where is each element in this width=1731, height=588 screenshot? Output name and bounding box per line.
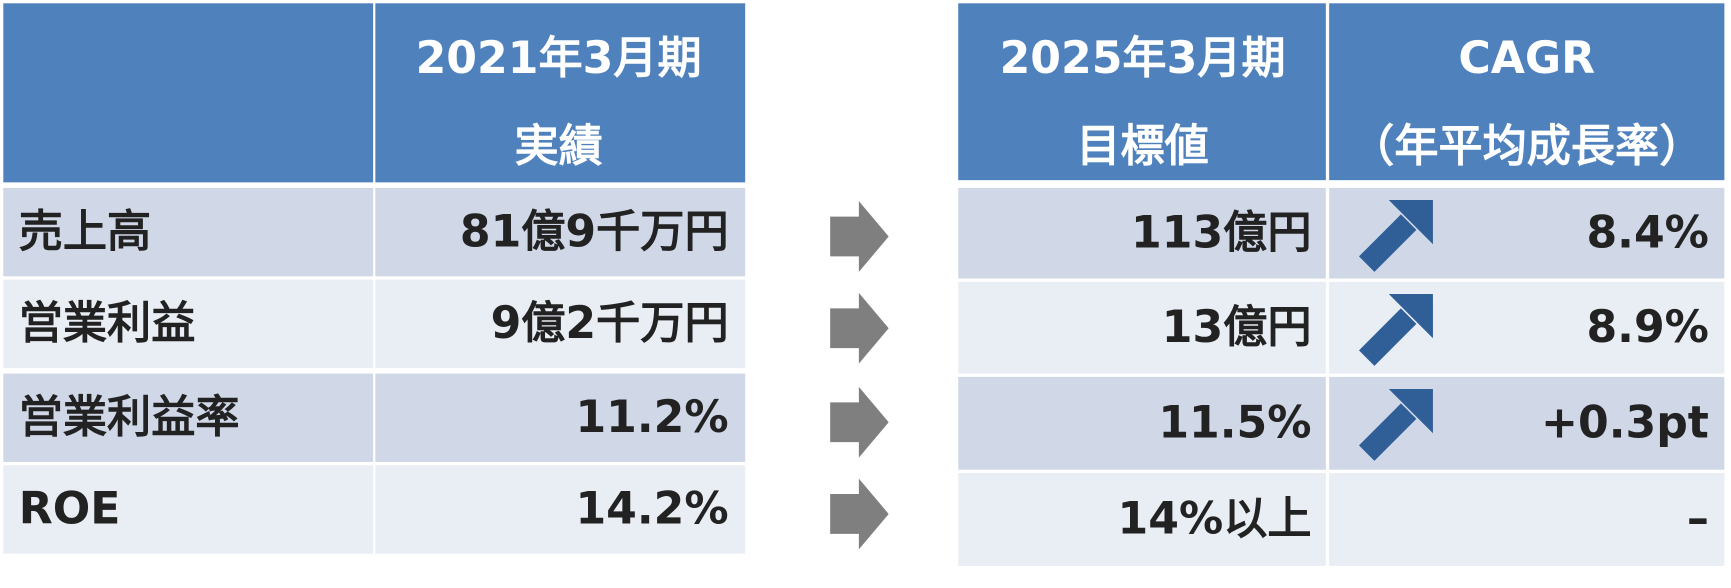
cell-value: 11.2% [575,392,728,443]
cell [375,373,746,462]
header-text: 実績 [514,121,602,172]
header-text: CAGR [1458,33,1595,84]
cell-value: 113億円 [1131,207,1311,258]
arrow-up-right [1358,308,1417,366]
header-text: 目標値 [1076,121,1208,172]
header-cell [375,3,746,183]
cell-value: 11.5% [1158,398,1311,449]
cell-value: 14.2% [575,484,728,535]
header-cell [958,3,1326,181]
cell [375,279,746,369]
row-label: 営業利益 [19,298,196,349]
cell [3,279,374,369]
header-text: 2025年3月期 [1000,33,1286,84]
cell-value: 13億円 [1162,302,1312,353]
cell [3,373,374,462]
header-cell [1329,3,1725,181]
cell [958,376,1326,470]
row-label: ROE [19,484,121,535]
row-label: 売上高 [19,206,151,257]
cell-value: – [1687,494,1709,545]
arrow-right [830,478,889,550]
header-text: 2021年3月期 [416,33,702,84]
cell-value: 8.4% [1586,207,1708,258]
cell-value: 8.9% [1586,302,1708,353]
header-text: （年平均成長率） [1350,121,1703,172]
cell-value: 9億2千万円 [491,298,729,349]
arrow-right [830,292,889,364]
arrow-up-right [1358,403,1417,461]
cell [958,281,1326,374]
cell [1329,473,1725,566]
arrow-up-right [1388,200,1433,245]
cell [958,187,1326,279]
header-cell [3,3,374,183]
arrow-right [830,201,889,272]
cell [375,465,746,554]
cell [375,187,746,277]
cell-value: +0.3pt [1541,398,1709,449]
cell [958,473,1326,566]
cell [3,465,374,554]
row-label: 営業利益率 [19,392,240,443]
cell-value: 14%以上 [1118,494,1312,545]
arrow-up-right [1358,214,1417,272]
cell-value: 81億9千万円 [460,206,729,257]
arrow-right [830,386,889,458]
cell [3,187,374,277]
